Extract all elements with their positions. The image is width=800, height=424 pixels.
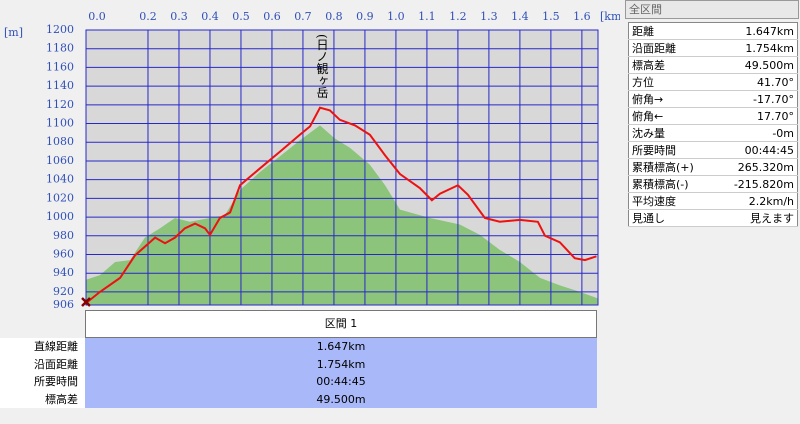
section-value: 1.754km	[85, 355, 597, 373]
y-tick-label: 1080	[46, 135, 74, 148]
summary-row: 俯角→ -17.70°	[628, 90, 798, 108]
summary-label: 距離	[628, 22, 715, 40]
summary-value: 1.647km	[714, 22, 798, 40]
y-tick-label: 980	[53, 229, 74, 242]
y-tick-label: 1140	[46, 79, 74, 92]
summary-label: 標高差	[628, 56, 715, 74]
summary-label: 所要時間	[628, 141, 715, 159]
summary-value: 41.70°	[714, 73, 798, 91]
panel-title: 全区間	[625, 0, 799, 19]
y-tick-label: 1100	[46, 117, 74, 130]
x-tick-label: 0.6	[263, 10, 281, 23]
section-label: 標高差	[0, 390, 85, 408]
summary-label: 沿面距離	[628, 39, 715, 57]
y-tick-label: 1160	[46, 60, 74, 73]
y-tick-label: 1200	[46, 23, 74, 36]
section-row: 標高差 49.500m	[0, 390, 600, 408]
summary-table: 距離 1.647km 沿面距離 1.754km 標高差 49.500m 方位 41.70° 俯角…	[628, 22, 798, 227]
plot-border	[85, 29, 599, 306]
summary-value: -0m	[714, 124, 798, 142]
summary-row: 平均速度 2.2km/h	[628, 192, 798, 210]
x-tick-label: 0.4	[201, 10, 219, 23]
summary-panel: 全区間 距離 1.647km 沿面距離 1.754km 標高差 49.500m 方位 41.7…	[625, 0, 799, 227]
summary-label: 平均速度	[628, 192, 715, 210]
section-row: 所要時間 00:44:45	[0, 373, 600, 391]
summary-row: 累積標高(-) -215.820m	[628, 175, 798, 193]
summary-label: 俯角→	[628, 90, 715, 108]
section-label: 所要時間	[0, 373, 85, 391]
summary-row: 所要時間 00:44:45	[628, 141, 798, 159]
summary-label: 累積標高(-)	[628, 175, 715, 193]
x-tick-label: 0.2	[139, 10, 157, 23]
summary-value: 17.70°	[714, 107, 798, 125]
y-tick-label: 1060	[46, 154, 74, 167]
section-header[interactable]: 区間 1	[85, 310, 597, 338]
x-unit: [km]	[600, 10, 620, 23]
x-tick-label: 0.7	[294, 10, 312, 23]
summary-label: 方位	[628, 73, 715, 91]
summary-row: 沿面距離 1.754km	[628, 39, 798, 57]
section-value: 1.647km	[85, 338, 597, 356]
section-label: 直線距離	[0, 338, 85, 356]
summary-label: 累積標高(+)	[628, 158, 715, 176]
summary-value: 265.320m	[714, 158, 798, 176]
peak-label: (日ノ観ヶ岳	[315, 34, 329, 99]
y-tick-label: 920	[53, 285, 74, 298]
route-line	[85, 106, 597, 304]
section-row: 直線距離 1.647km	[0, 338, 600, 356]
summary-value: 49.500m	[714, 56, 798, 74]
summary-row: 距離 1.647km	[628, 22, 798, 40]
x-tick-label: 0.5	[232, 10, 250, 23]
summary-row: 方位 41.70°	[628, 73, 798, 91]
section-table: 区間 1 直線距離 1.647km 沿面距離 1.754km 所要時間 00:44:45 標…	[0, 310, 600, 408]
summary-value: 2.2km/h	[714, 192, 798, 210]
section-label: 沿面距離	[0, 355, 85, 373]
section-value: 49.500m	[85, 390, 597, 408]
x-tick-label: 1.6	[573, 10, 591, 23]
summary-row: 累積標高(+) 265.320m	[628, 158, 798, 176]
y-tick-label: 906	[53, 298, 74, 310]
summary-value: 1.754km	[714, 39, 798, 57]
terrain-area	[86, 125, 598, 305]
x-tick-label: 1.0	[387, 10, 405, 23]
summary-value: -215.820m	[714, 175, 798, 193]
y-unit: [m]	[4, 26, 23, 39]
y-tick-label: 1000	[46, 210, 74, 223]
summary-label: 沈み量	[628, 124, 715, 142]
summary-row: 俯角← 17.70°	[628, 107, 798, 125]
y-tick-label: 1180	[46, 42, 74, 55]
y-tick-label: 940	[53, 266, 74, 279]
x-tick-label: 1.5	[542, 10, 560, 23]
summary-row: 沈み量 -0m	[628, 124, 798, 142]
section-value: 00:44:45	[85, 373, 597, 391]
section-row: 沿面距離 1.754km	[0, 355, 600, 373]
y-tick-label: 960	[53, 247, 74, 260]
summary-row: 見通し 見えます	[628, 209, 798, 227]
summary-value: -17.70°	[714, 90, 798, 108]
y-tick-label: 1020	[46, 191, 74, 204]
x-tick-label: 1.4	[511, 10, 529, 23]
x-tick-label: 1.3	[480, 10, 498, 23]
summary-label: 俯角←	[628, 107, 715, 125]
summary-value: 見えます	[714, 209, 798, 227]
y-tick-label: 1120	[46, 98, 74, 111]
x-tick-label: 0.3	[170, 10, 188, 23]
summary-label: 見通し	[628, 209, 715, 227]
x-tick-label: 0.0	[88, 10, 106, 23]
x-tick-label: 1.2	[449, 10, 467, 23]
x-tick-label: 0.9	[356, 10, 374, 23]
y-tick-label: 1040	[46, 173, 74, 186]
summary-row: 標高差 49.500m	[628, 56, 798, 74]
x-tick-label: 0.8	[325, 10, 343, 23]
x-tick-label: 1.1	[418, 10, 436, 23]
summary-value: 00:44:45	[714, 141, 798, 159]
start-marker	[81, 297, 91, 307]
